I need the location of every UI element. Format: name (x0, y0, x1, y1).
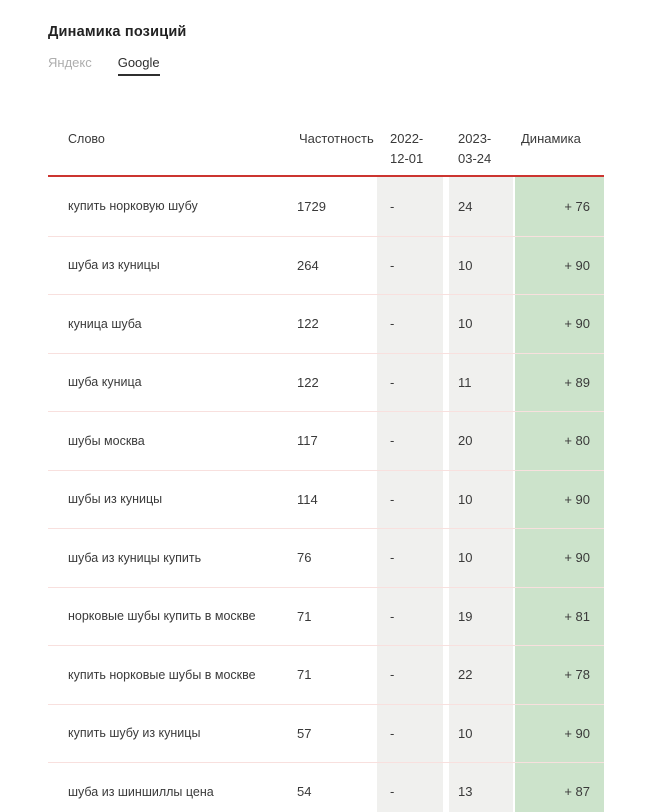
cell-frequency: 71 (297, 667, 312, 683)
cell-word: купить шубу из куницы (68, 726, 201, 741)
cell-frequency: 76 (297, 550, 312, 566)
cell-dynamics: + 90 (515, 470, 604, 528)
table-row: шубы из куницы 114 - 10 + 90 (48, 469, 604, 528)
column-header-word: Слово (68, 132, 105, 146)
column-header-date-1: 2022- 12-01 (390, 131, 424, 166)
cell-position-date-2: 11 (449, 353, 513, 411)
cell-dynamics: + 76 (515, 177, 604, 236)
tab-yandex[interactable]: Яндекс (48, 55, 92, 70)
cell-dynamics: + 80 (515, 412, 604, 470)
table-row: куница шуба 122 - 10 + 90 (48, 294, 604, 353)
cell-dynamics: + 90 (515, 529, 604, 587)
cell-word: шубы москва (68, 433, 145, 448)
cell-frequency: 1729 (297, 198, 326, 214)
column-header-date-2: 2023- 03-24 (458, 131, 492, 166)
cell-position-date-2: 10 (449, 704, 513, 762)
cell-position-date-2: 24 (449, 177, 513, 236)
cell-position-date-2: 13 (449, 763, 513, 812)
cell-position-date-2: 20 (449, 412, 513, 470)
cell-frequency: 71 (297, 608, 312, 624)
cell-dynamics: + 90 (515, 236, 604, 294)
cell-position-date-1: - (377, 295, 443, 353)
cell-position-date-1: - (377, 353, 443, 411)
table-row: шубы москва 117 - 20 + 80 (48, 411, 604, 470)
table-row: купить норковую шубу 1729 - 24 + 76 (48, 177, 604, 236)
cell-position-date-2: 10 (449, 295, 513, 353)
table-row: шуба куница 122 - 11 + 89 (48, 352, 604, 411)
table-body: купить норковую шубу 1729 - 24 + 76 шуба… (48, 177, 604, 812)
cell-dynamics: + 87 (515, 763, 604, 812)
cell-dynamics: + 78 (515, 646, 604, 704)
cell-dynamics: + 90 (515, 295, 604, 353)
cell-position-date-1: - (377, 587, 443, 645)
cell-word: норковые шубы купить в москве (68, 609, 256, 624)
table-row: купить норковые шубы в москве 71 - 22 + … (48, 645, 604, 704)
cell-word: шуба из куницы купить (68, 550, 202, 565)
table-header-row: Слово Частотность 2022- 12-01 2023- 03-2… (48, 129, 604, 177)
cell-frequency: 264 (297, 257, 319, 273)
cell-frequency: 122 (297, 374, 319, 390)
column-header-frequency: Частотность (299, 131, 374, 146)
table-row: шуба из куницы купить 76 - 10 + 90 (48, 528, 604, 587)
cell-word: шубы из куницы (68, 492, 163, 507)
cell-position-date-2: 10 (449, 236, 513, 294)
page-title: Динамика позиций (48, 24, 187, 40)
positions-table: Слово Частотность 2022- 12-01 2023- 03-2… (48, 129, 604, 812)
cell-frequency: 117 (297, 433, 318, 449)
cell-dynamics: + 89 (515, 353, 604, 411)
tab-google[interactable]: Google (117, 55, 160, 76)
cell-position-date-1: - (377, 470, 443, 528)
cell-position-date-1: - (377, 646, 443, 704)
cell-position-date-2: 10 (449, 529, 513, 587)
table-row: купить шубу из куницы 57 - 10 + 90 (48, 703, 604, 762)
cell-position-date-2: 19 (449, 587, 513, 645)
cell-word: шуба из куницы (68, 258, 160, 273)
cell-frequency: 122 (297, 316, 319, 332)
cell-word: купить норковую шубу (68, 199, 198, 214)
table-row: норковые шубы купить в москве 71 - 19 + … (48, 586, 604, 645)
cell-position-date-2: 22 (449, 646, 513, 704)
cell-dynamics: + 81 (515, 587, 604, 645)
table-row: шуба из шиншиллы цена 54 - 13 + 87 (48, 762, 604, 812)
cell-position-date-1: - (377, 763, 443, 812)
cell-frequency: 114 (297, 491, 318, 507)
table-row: шуба из куницы 264 - 10 + 90 (48, 235, 604, 294)
cell-word: шуба из шиншиллы цена (68, 784, 214, 799)
cell-dynamics: + 90 (515, 704, 604, 762)
cell-position-date-1: - (377, 704, 443, 762)
cell-position-date-2: 10 (449, 470, 513, 528)
cell-word: шуба куница (68, 375, 142, 390)
cell-position-date-1: - (377, 236, 443, 294)
cell-position-date-1: - (377, 177, 443, 236)
cell-frequency: 54 (297, 784, 312, 800)
cell-frequency: 57 (297, 725, 312, 741)
cell-word: куница шуба (68, 316, 142, 331)
column-header-dynamics: Динамика (521, 131, 581, 146)
search-engine-tabs: Яндекс Google (48, 55, 650, 76)
cell-word: купить норковые шубы в москве (68, 667, 256, 682)
cell-position-date-1: - (377, 529, 443, 587)
cell-position-date-1: - (377, 412, 443, 470)
